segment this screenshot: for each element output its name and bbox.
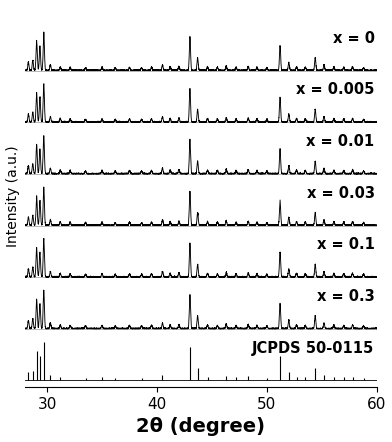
Text: JCPDS 50-0115: JCPDS 50-0115 <box>252 341 375 356</box>
Text: x = 0.01: x = 0.01 <box>307 134 375 149</box>
Y-axis label: Intensity (a.u.): Intensity (a.u.) <box>5 145 20 247</box>
Text: x = 0: x = 0 <box>332 31 375 46</box>
Text: x = 0.3: x = 0.3 <box>317 289 375 304</box>
Text: x = 0.005: x = 0.005 <box>296 83 375 97</box>
Text: x = 0.03: x = 0.03 <box>307 186 375 201</box>
Text: x = 0.1: x = 0.1 <box>317 237 375 252</box>
X-axis label: 2θ (degree): 2θ (degree) <box>136 417 265 436</box>
